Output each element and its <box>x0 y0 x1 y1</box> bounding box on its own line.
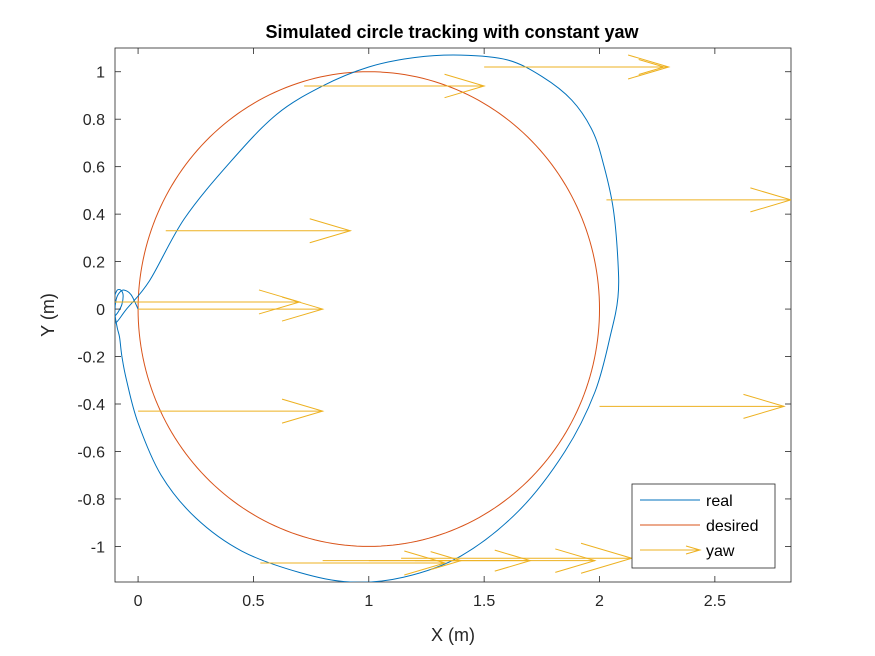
y-tick-label: 0.2 <box>83 255 105 272</box>
y-tick-label: -0.2 <box>77 350 105 367</box>
yaw-arrow-head <box>444 73 486 99</box>
y-tick-label: 0.6 <box>83 160 105 177</box>
legend: real desired yaw <box>631 483 776 569</box>
legend-box <box>631 483 776 569</box>
yaw-arrow-head <box>750 187 791 213</box>
y-tick-label: 1 <box>96 65 105 82</box>
plot-content <box>115 54 791 582</box>
x-tick-label: 1.5 <box>473 593 495 610</box>
yaw-arrow-head <box>743 393 786 419</box>
yaw-arrow <box>606 187 791 213</box>
yaw-arrow <box>599 393 786 419</box>
legend-label-desired: desired <box>706 518 758 535</box>
series-real-line <box>115 54 620 582</box>
x-axis-label: X (m) <box>431 625 475 645</box>
x-tick-label: 2.5 <box>704 593 726 610</box>
yaw-arrow <box>138 398 325 424</box>
y-axis: 1 0.8 0.6 0.4 0.2 0 -0.2 -0.4 -0.6 -0.8 -1 <box>77 65 791 556</box>
legend-item-yaw: yaw <box>640 543 735 560</box>
y-tick-label: -0.4 <box>77 397 105 414</box>
yaw-arrow-head <box>430 551 463 571</box>
yaw-arrow-head <box>404 550 447 576</box>
y-axis-label: Y (m) <box>38 293 58 337</box>
yaw-arrow <box>260 550 447 576</box>
y-tick-label: -0.6 <box>77 444 105 461</box>
y-tick-label: 0.8 <box>83 112 105 129</box>
yaw-arrow-head <box>555 548 597 573</box>
chart-title: Simulated circle tracking with constant … <box>265 22 639 42</box>
y-tick-label: -0.8 <box>77 492 105 509</box>
x-tick-label: 2 <box>595 593 604 610</box>
legend-label-real: real <box>706 493 733 510</box>
yaw-arrow-head <box>258 289 302 315</box>
yaw-arrow <box>322 551 463 571</box>
x-tick-label: 0 <box>134 593 143 610</box>
yaw-arrow-head <box>309 218 353 244</box>
y-tick-label: -1 <box>91 539 105 556</box>
y-tick-label: 0.4 <box>83 207 105 224</box>
legend-label-yaw: yaw <box>706 543 735 560</box>
x-tick-label: 0.5 <box>242 593 264 610</box>
yaw-arrow-head <box>627 54 671 80</box>
plot-marks <box>115 54 791 582</box>
x-tick-label: 1 <box>364 593 373 610</box>
yaw-arrow <box>165 218 353 244</box>
legend-item-desired: desired <box>640 518 758 535</box>
yaw-arrow <box>115 289 302 315</box>
legend-item-real: real <box>640 493 733 510</box>
legend-swatch-head-yaw <box>685 545 702 555</box>
yaw-arrow <box>484 54 671 80</box>
yaw-arrow-head <box>281 398 325 424</box>
y-tick-label: 0 <box>96 302 105 319</box>
yaw-arrow-head <box>494 549 533 572</box>
yaw-arrow <box>304 73 486 99</box>
x-axis: 0 0.5 1 1.5 2 2.5 <box>134 48 726 610</box>
